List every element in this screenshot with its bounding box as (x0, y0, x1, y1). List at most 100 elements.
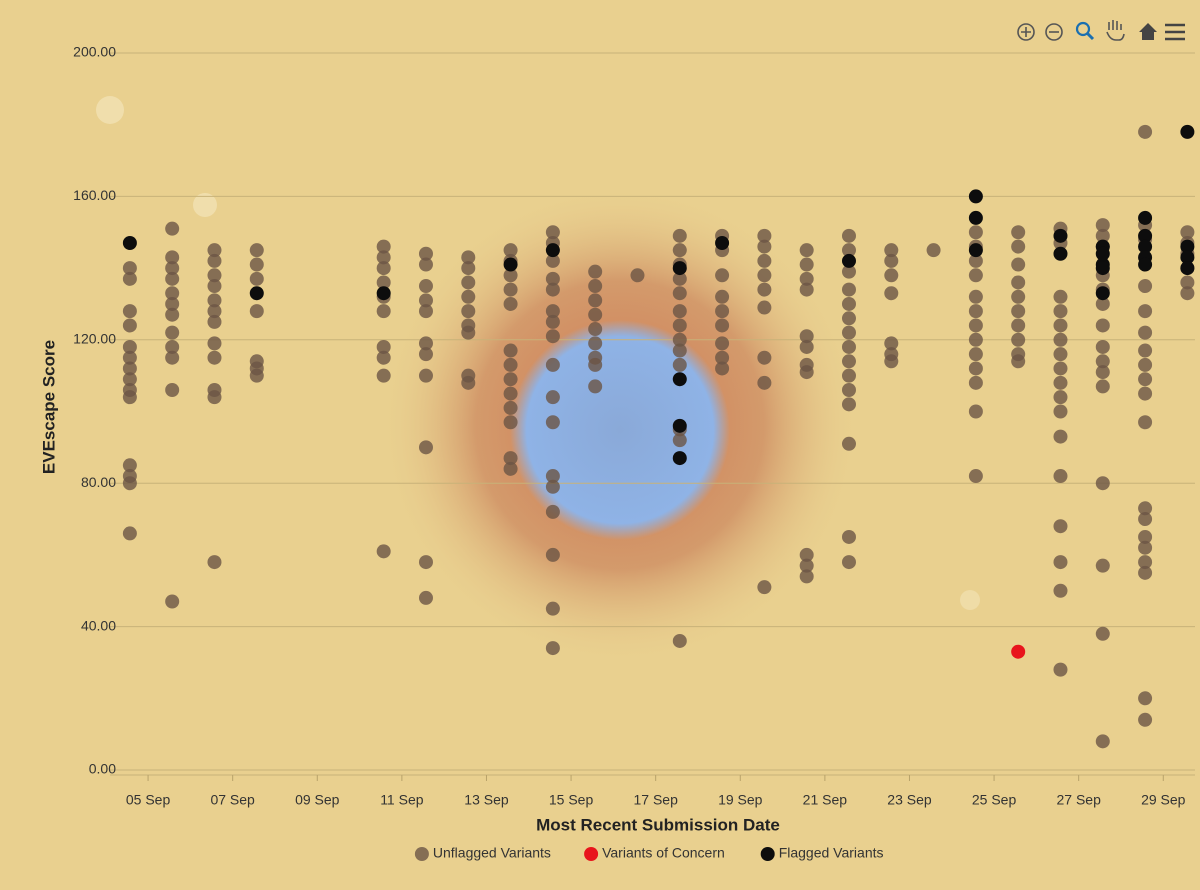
legend: Unflagged Variants Variants of Concern Fla… (414, 845, 884, 861)
data-point (503, 461, 518, 476)
x-tick-label: 25 Sep (972, 792, 1017, 808)
data-point (672, 418, 687, 433)
data-point (1095, 261, 1110, 276)
data-point (1138, 210, 1153, 225)
data-point (588, 379, 603, 394)
data-point (1053, 404, 1068, 419)
data-point (545, 282, 560, 297)
data-point (418, 304, 433, 319)
data-point (122, 304, 137, 319)
data-point (588, 357, 603, 372)
data-point (841, 436, 856, 451)
series (1011, 644, 1026, 659)
data-point (165, 339, 180, 354)
data-point (503, 415, 518, 430)
data-point (418, 279, 433, 294)
data-point (757, 268, 772, 283)
data-point (1011, 354, 1026, 369)
data-point (249, 257, 264, 272)
data-point (799, 329, 814, 344)
data-point (503, 296, 518, 311)
data-point (757, 282, 772, 297)
data-point (461, 261, 476, 276)
data-point (376, 239, 391, 254)
data-point (1095, 558, 1110, 573)
pan-button[interactable] (1106, 20, 1125, 41)
data-point (799, 558, 814, 573)
data-point (968, 225, 983, 240)
data-point (757, 253, 772, 268)
data-point (122, 350, 137, 365)
data-point (503, 400, 518, 415)
x-tick-label: 27 Sep (1056, 792, 1101, 808)
data-point (1138, 565, 1153, 580)
data-point (418, 336, 433, 351)
x-tick-label: 05 Sep (126, 792, 171, 808)
zoom-out-button[interactable] (1045, 23, 1063, 41)
data-point (1138, 343, 1153, 358)
data-point (376, 339, 391, 354)
data-point (418, 555, 433, 570)
data-point (503, 343, 518, 358)
data-point (968, 404, 983, 419)
legend-item[interactable]: Variants of Concern (584, 845, 725, 861)
legend-item[interactable]: Flagged Variants (760, 845, 884, 861)
data-point (418, 440, 433, 455)
data-point (1053, 246, 1068, 261)
data-point (968, 189, 983, 204)
legend-marker (584, 847, 599, 861)
data-point (165, 382, 180, 397)
data-point (1138, 415, 1153, 430)
data-point (1180, 124, 1195, 139)
menu-button[interactable] (1165, 23, 1185, 41)
data-point (207, 336, 222, 351)
legend-label: Variants of Concern (602, 845, 725, 861)
data-point (841, 243, 856, 258)
legend-marker (760, 847, 775, 861)
data-point (165, 286, 180, 301)
data-point (122, 458, 137, 473)
data-point (545, 504, 560, 519)
reset-button[interactable] (1139, 23, 1157, 40)
data-point (841, 296, 856, 311)
data-point (715, 304, 730, 319)
data-point (1095, 734, 1110, 749)
data-point (461, 250, 476, 265)
legend-item[interactable]: Unflagged Variants (414, 845, 551, 861)
data-point (376, 350, 391, 365)
zoom-in-button[interactable] (1017, 23, 1035, 41)
data-point (207, 314, 222, 329)
data-point (418, 368, 433, 383)
data-point (503, 451, 518, 466)
data-point (841, 368, 856, 383)
data-point (1138, 228, 1153, 243)
data-point (122, 261, 137, 276)
data-point (1095, 354, 1110, 369)
data-point (249, 286, 264, 301)
data-point (165, 221, 180, 236)
data-point (588, 307, 603, 322)
zoom-select-button[interactable] (1075, 21, 1095, 41)
data-point (715, 289, 730, 304)
data-point (672, 261, 687, 276)
data-point (841, 382, 856, 397)
data-point (672, 633, 687, 648)
data-point (207, 390, 222, 405)
data-point (1053, 469, 1068, 484)
data-point (165, 350, 180, 365)
data-point (165, 250, 180, 265)
data-point (545, 314, 560, 329)
data-point (968, 347, 983, 362)
x-tick-label: 15 Sep (549, 792, 594, 808)
data-point (1095, 365, 1110, 380)
data-point (165, 271, 180, 286)
data-point (672, 451, 687, 466)
data-point (672, 332, 687, 347)
data-point (1138, 512, 1153, 527)
data-point (968, 289, 983, 304)
data-point (841, 311, 856, 326)
data-point (1053, 304, 1068, 319)
data-point (545, 415, 560, 430)
data-point (672, 286, 687, 301)
data-point (1053, 519, 1068, 534)
